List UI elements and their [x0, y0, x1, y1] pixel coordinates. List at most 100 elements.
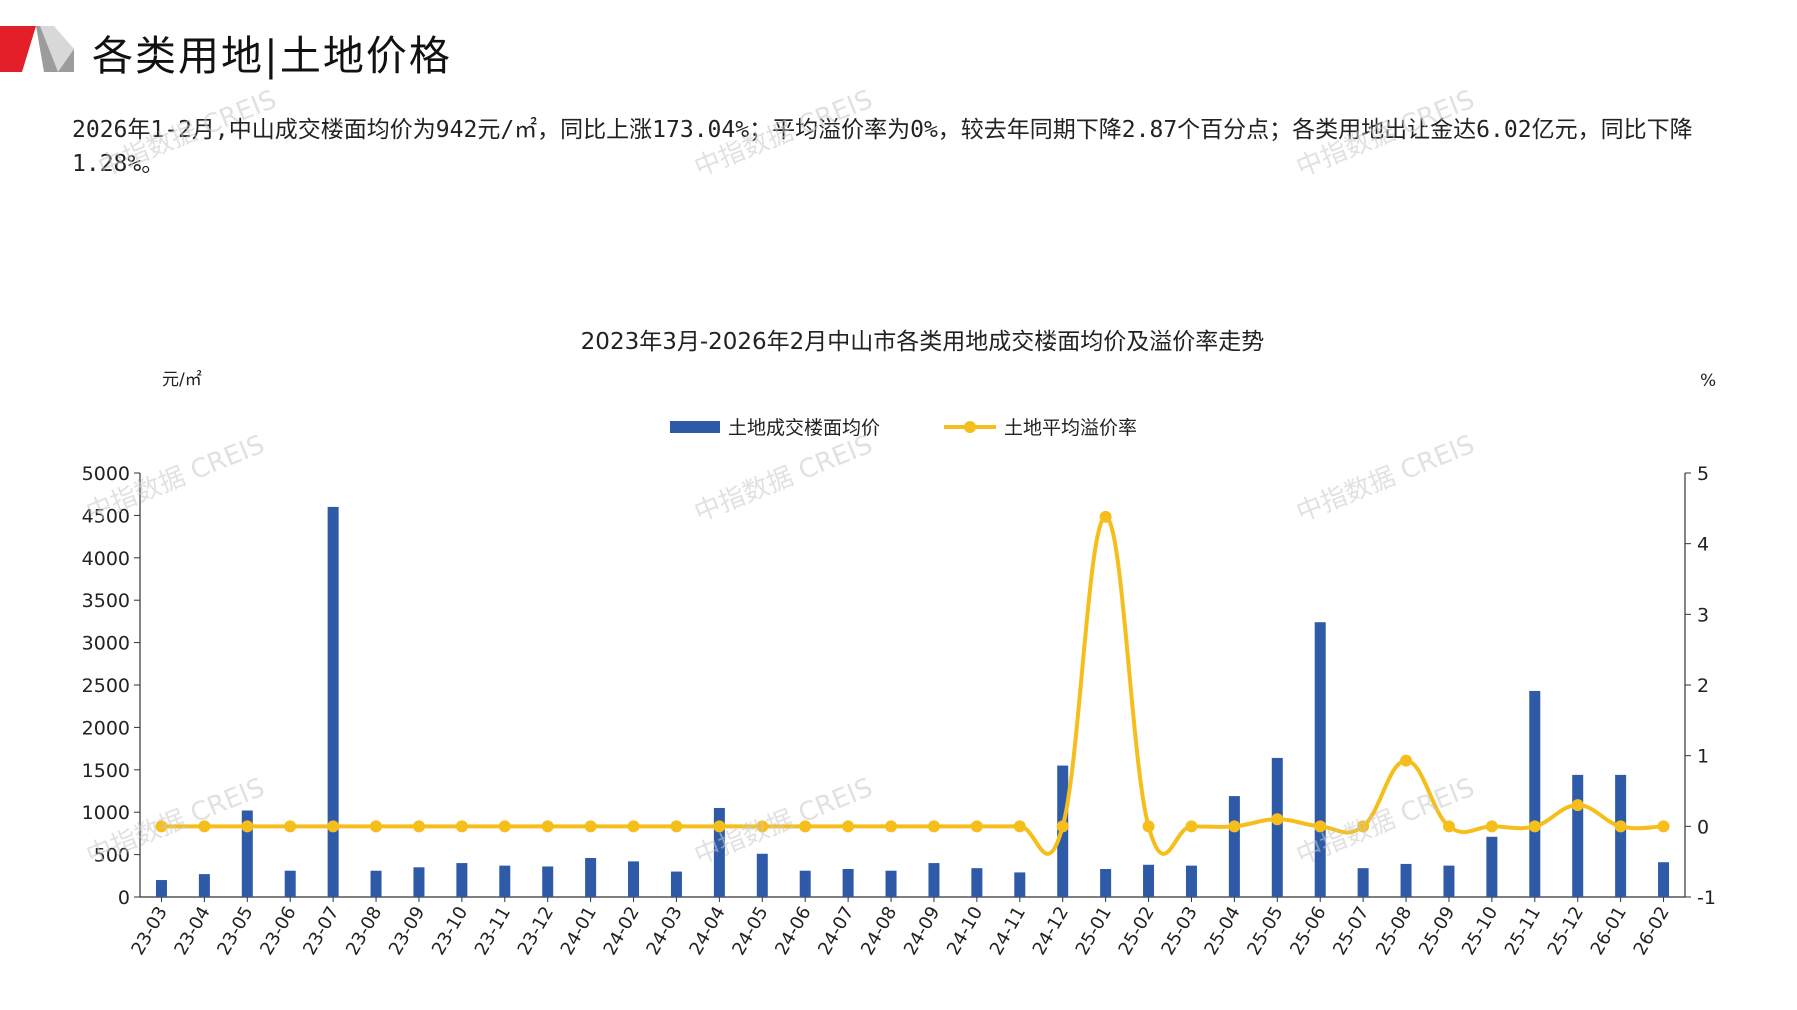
bar-25-03: [1185, 865, 1197, 897]
bar-24-10: [971, 868, 983, 897]
premium-point-23-03: [155, 820, 168, 833]
bar-24-06: [799, 870, 811, 897]
bar-25-01: [1100, 869, 1112, 897]
bar-25-08: [1400, 863, 1412, 897]
x-tick-label: 23-09: [385, 903, 429, 959]
bar-23-12: [542, 866, 554, 897]
premium-point-24-01: [584, 820, 597, 833]
premium-point-25-03: [1185, 820, 1198, 833]
premium-point-23-04: [198, 820, 211, 833]
y-left-tick-label: 5000: [82, 463, 130, 485]
y-right-tick-label: 5: [1697, 463, 1709, 485]
premium-point-25-10: [1485, 820, 1498, 833]
x-tick-label: 25-06: [1286, 903, 1330, 959]
bar-26-01: [1615, 774, 1627, 897]
x-tick-label: 24-06: [771, 903, 815, 959]
x-tick-label: 24-05: [728, 903, 772, 959]
x-tick-label: 25-02: [1115, 903, 1159, 959]
legend-line-label: 土地平均溢价率: [1004, 417, 1137, 439]
premium-point-24-04: [713, 820, 726, 833]
y-right-axis-label: %: [1700, 371, 1716, 391]
premium-point-25-08: [1400, 754, 1413, 767]
premium-point-25-04: [1228, 820, 1241, 833]
x-tick-label: 23-07: [299, 903, 343, 959]
x-tick-label: 24-09: [900, 903, 944, 959]
legend-bar-label: 土地成交楼面均价: [728, 417, 880, 439]
x-tick-label: 23-10: [428, 903, 472, 959]
x-tick-label: 23-12: [514, 903, 558, 959]
bar-24-03: [670, 871, 682, 897]
premium-point-25-02: [1142, 820, 1155, 833]
bar-25-05: [1271, 757, 1283, 897]
bar-24-01: [585, 857, 597, 897]
premium-rate-line: [161, 514, 1664, 856]
x-tick-label: 24-02: [600, 903, 644, 959]
premium-point-24-08: [885, 820, 898, 833]
legend-line-marker: [964, 421, 976, 433]
x-tick-label: 24-11: [986, 903, 1030, 959]
premium-point-23-06: [284, 820, 297, 833]
x-tick-label: 23-03: [127, 903, 171, 959]
bar-24-07: [842, 869, 854, 897]
y-left-tick-label: 4500: [82, 505, 130, 527]
chart-title: 2023年3月-2026年2月中山市各类用地成交楼面均价及溢价率走势: [581, 329, 1265, 355]
y-left-tick-label: 1000: [82, 802, 130, 824]
x-tick-label: 25-04: [1200, 903, 1244, 959]
x-tick-label: 24-01: [557, 903, 601, 959]
x-tick-label: 24-10: [943, 903, 987, 959]
x-tick-label: 24-12: [1029, 903, 1073, 959]
premium-point-23-07: [327, 820, 340, 833]
x-tick-label: 24-07: [814, 903, 858, 959]
premium-point-24-12: [1056, 820, 1069, 833]
x-tick-label: 26-02: [1630, 903, 1674, 959]
x-tick-label: 23-08: [342, 903, 386, 959]
x-tick-label: 25-10: [1458, 903, 1502, 959]
bar-24-09: [928, 863, 940, 897]
y-left-tick-label: 1500: [82, 760, 130, 782]
bar-23-09: [413, 867, 425, 897]
y-left-tick-label: 3000: [82, 633, 130, 655]
summary-text: 2026年1-2月,中山成交楼面均价为942元/㎡，同比上涨173.04%；平均…: [72, 117, 1693, 177]
x-tick-label: 25-09: [1415, 903, 1459, 959]
premium-point-25-11: [1528, 820, 1541, 833]
y-right-tick-label: -1: [1697, 887, 1716, 909]
x-tick-label: 24-04: [685, 903, 729, 959]
bar-25-06: [1314, 622, 1326, 897]
x-tick-label: 25-11: [1501, 903, 1545, 959]
premium-point-25-06: [1314, 820, 1327, 833]
y-left-axis-label: 元/㎡: [162, 370, 202, 390]
premium-point-24-07: [842, 820, 855, 833]
brand-logo-icon: [0, 26, 74, 72]
premium-point-25-01: [1099, 510, 1112, 523]
bar-25-11: [1529, 690, 1541, 897]
y-left-tick-label: 2000: [82, 717, 130, 739]
page-title: 各类用地|土地价格: [92, 32, 452, 80]
premium-point-24-05: [756, 820, 769, 833]
y-left-tick-label: 2500: [82, 675, 130, 697]
x-tick-label: 26-01: [1587, 903, 1631, 959]
bar-23-11: [499, 865, 511, 897]
bar-23-03: [155, 880, 167, 897]
y-left-tick-label: 0: [118, 887, 130, 909]
premium-point-24-06: [799, 820, 812, 833]
bar-23-05: [241, 810, 253, 897]
bar-24-05: [756, 853, 768, 897]
premium-point-24-02: [627, 820, 640, 833]
premium-point-23-05: [241, 820, 254, 833]
x-tick-label: 23-04: [170, 903, 214, 959]
bar-25-02: [1143, 864, 1155, 897]
x-tick-label: 23-06: [256, 903, 300, 959]
premium-point-24-03: [670, 820, 683, 833]
premium-point-24-11: [1013, 820, 1026, 833]
premium-point-23-08: [370, 820, 383, 833]
bar-23-04: [198, 874, 210, 897]
x-tick-label: 24-08: [857, 903, 901, 959]
y-left-tick-label: 4000: [82, 548, 130, 570]
y-left-tick-label: 500: [94, 845, 130, 867]
x-tick-label: 25-08: [1372, 903, 1416, 959]
bar-25-09: [1443, 865, 1455, 897]
x-tick-label: 23-05: [213, 903, 257, 959]
bar-23-06: [284, 870, 296, 897]
premium-point-26-01: [1614, 820, 1627, 833]
